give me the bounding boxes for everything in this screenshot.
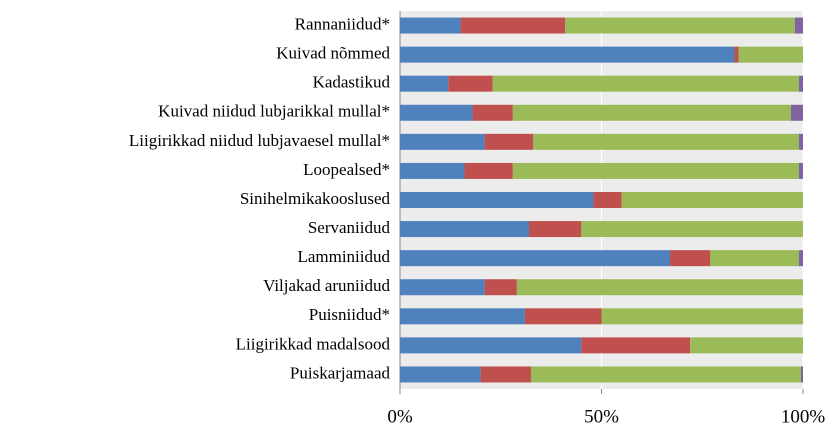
bar-segment — [484, 133, 533, 150]
bar-segment — [400, 308, 525, 325]
bar-segment — [516, 279, 803, 296]
bar-segment — [798, 75, 803, 92]
bar-segment — [530, 366, 801, 383]
y-tick-label: Lamminiidud — [297, 247, 390, 266]
y-tick-label: Kuivad niidud lubjarikkal mullal* — [158, 102, 390, 121]
bar-segment — [400, 133, 485, 150]
bar-segment — [565, 17, 795, 34]
y-tick-label: Sinihelmikakooslused — [240, 189, 391, 208]
bar-segment — [400, 221, 529, 238]
y-tick-label: Liigirikkad madalsood — [236, 334, 391, 353]
bar-segment — [798, 250, 803, 267]
bar-segment — [400, 366, 481, 383]
bar-segment — [690, 337, 803, 354]
bar-segment — [448, 75, 493, 92]
bar-segment — [581, 221, 803, 238]
bar-segment — [790, 104, 803, 121]
bar-segment — [492, 75, 799, 92]
y-tick-label: Kadastikud — [313, 73, 391, 92]
bar-segment — [400, 104, 473, 121]
y-tick-label: Viljakad aruniidud — [263, 276, 390, 295]
bar-segment — [601, 308, 803, 325]
bar-segment — [484, 279, 517, 296]
bar-segment — [593, 192, 622, 208]
y-tick-label: Puisniidud* — [309, 305, 390, 324]
bar-segment — [734, 46, 739, 63]
bar-segment — [400, 279, 485, 296]
bar-segment — [798, 133, 803, 150]
bar-segment — [528, 221, 582, 238]
bar-segment — [738, 46, 803, 63]
bar-segment — [512, 162, 799, 179]
bar-segment — [400, 337, 582, 354]
bar-segment — [794, 17, 803, 34]
bar-segment — [710, 250, 799, 267]
x-tick-label: 100% — [781, 406, 826, 427]
y-tick-label: Servaniidud — [308, 218, 391, 237]
bar-segment — [621, 192, 803, 208]
y-tick-label: Loopealsed* — [303, 160, 390, 179]
bar-segment — [480, 366, 531, 383]
bar-segment — [798, 162, 803, 179]
bar-segment — [400, 192, 594, 208]
bar-segment — [581, 337, 691, 354]
bar-segment — [670, 250, 711, 267]
bar-segment — [400, 250, 671, 267]
bar-segment — [524, 308, 602, 325]
bar-segment — [400, 162, 465, 179]
x-tick-label: 0% — [387, 406, 413, 427]
bar-segment — [400, 46, 735, 63]
y-tick-label: Rannaniidud* — [295, 14, 390, 33]
bar-segment — [532, 133, 799, 150]
bar-segment — [400, 75, 449, 92]
bar-segment — [464, 162, 513, 179]
bar-segment — [512, 104, 791, 121]
bar-segment — [472, 104, 513, 121]
bar-segment — [400, 17, 461, 34]
x-tick-label: 50% — [584, 406, 619, 427]
bar-segment — [800, 366, 803, 383]
y-tick-label: Kuivad nõmmed — [276, 44, 390, 63]
y-tick-label: Puiskarjamaad — [290, 363, 391, 382]
y-tick-label: Liigirikkad niidud lubjavaesel mullal* — [129, 131, 390, 150]
bar-segment — [460, 17, 566, 34]
